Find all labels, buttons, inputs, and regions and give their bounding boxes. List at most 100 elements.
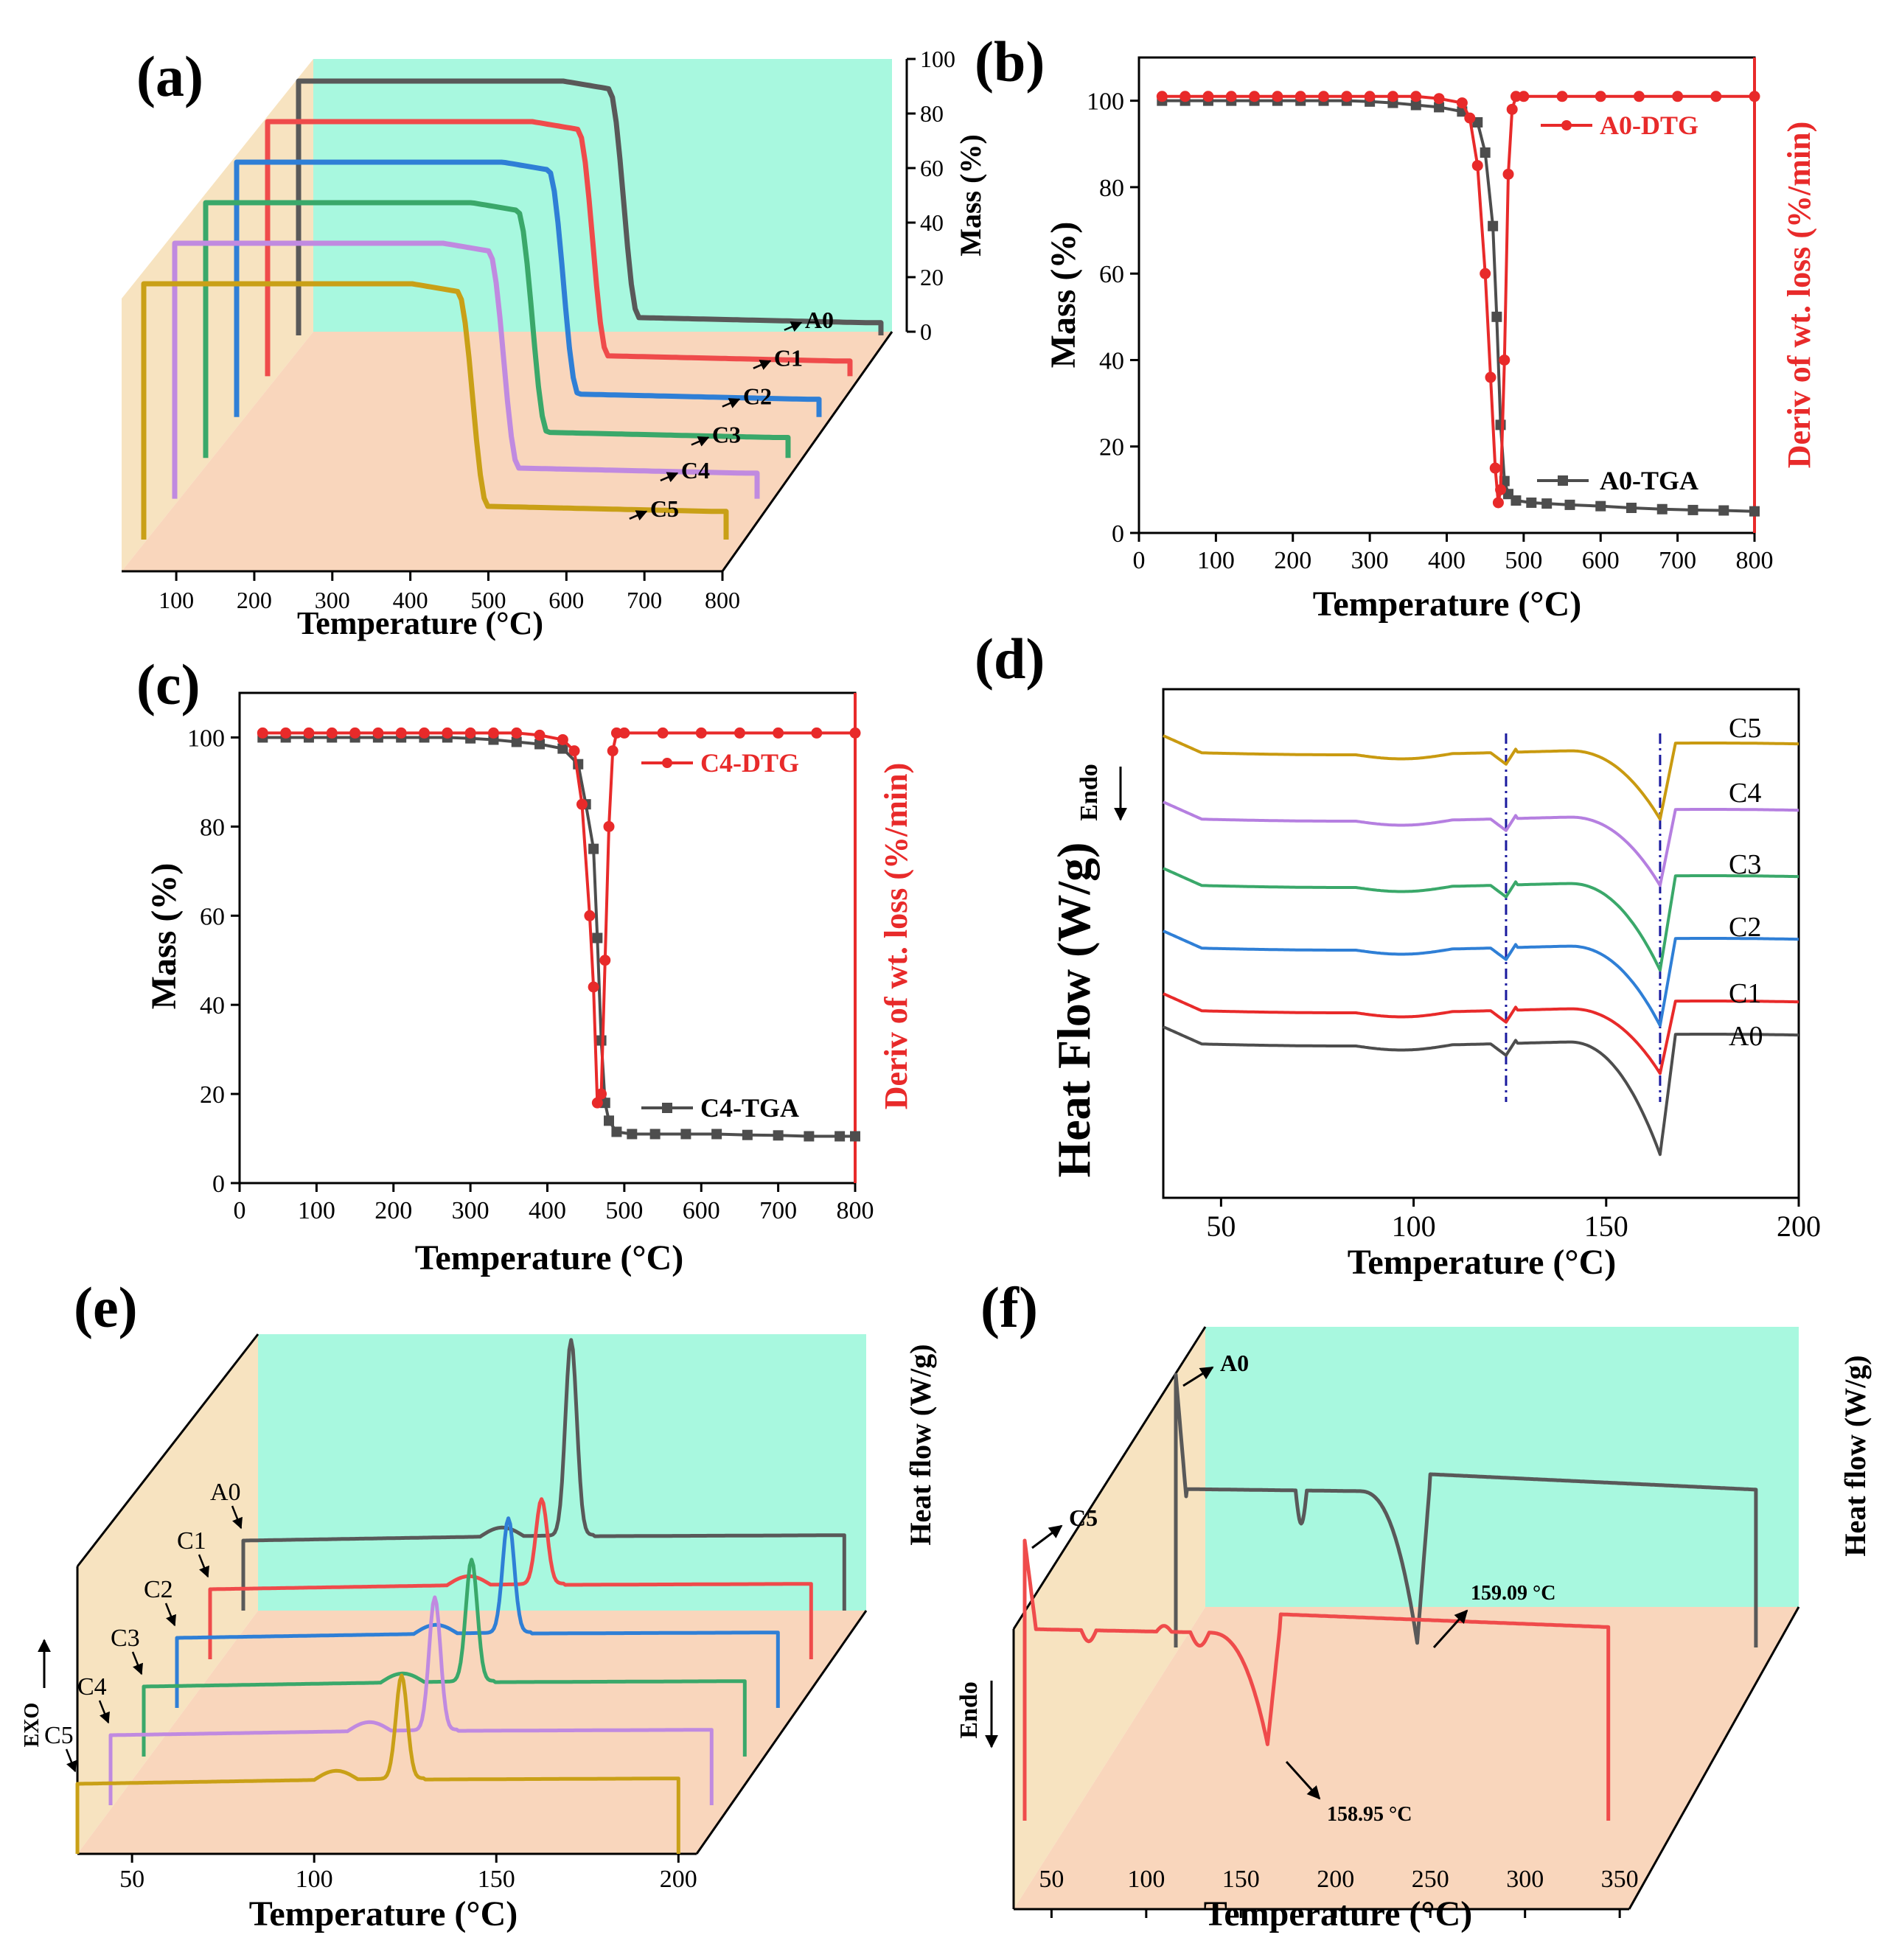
panel-b: 0 100 200 300 400 500 600 700 800 0 20 40 60 80 100 Te… — [975, 29, 1817, 624]
x-tick-label: 50 — [1206, 1210, 1236, 1243]
panel-c-y2-label: Deriv of wt. loss (%/min) — [878, 763, 914, 1110]
panel-f-z-label: Heat flow (W/g) — [1839, 1355, 1872, 1556]
series-label-a0: A0 — [805, 307, 834, 333]
x-tick-label: 700 — [1659, 547, 1696, 574]
panel-d-frame — [1162, 688, 1800, 1199]
x-tick-label: 50 — [1039, 1866, 1064, 1893]
series-c5-line — [141, 281, 729, 540]
panel-b-ticks: 0 100 200 300 400 500 600 700 800 0 20 40 60 80 100 — [1087, 88, 1774, 574]
panel-f-x-ticks: 50 100 150 200 250 300 350 — [1039, 1866, 1639, 1918]
data-point — [1433, 93, 1445, 105]
data-point — [592, 932, 603, 944]
y-tick-label: 100 — [1087, 88, 1124, 116]
panel-b-letter: (b) — [975, 29, 1045, 94]
data-point — [557, 743, 568, 754]
panel-a-letter: (a) — [136, 44, 203, 108]
data-point — [599, 1098, 610, 1109]
panel-d-series-labels: C5 C4 C3 C2 C1 A0 — [1729, 713, 1763, 1052]
panel-d-series — [1163, 733, 1799, 1157]
x-tick-label: 350 — [1601, 1866, 1639, 1893]
z-tick-label: 80 — [920, 100, 944, 127]
panel-a-x-ticks: 100 200 300 400 500 600 700 800 — [158, 571, 740, 613]
data-point — [557, 733, 568, 745]
series-label-a0: A0 — [1220, 1350, 1249, 1376]
data-point — [1595, 91, 1606, 102]
data-point — [1249, 91, 1261, 102]
data-point — [1656, 503, 1668, 515]
x-tick-label: 600 — [548, 587, 584, 613]
data-point — [1434, 102, 1445, 113]
data-point — [1749, 91, 1760, 102]
data-point — [303, 727, 315, 739]
x-tick-label: 100 — [1197, 547, 1235, 574]
data-point — [607, 745, 619, 757]
panel-c-letter: (c) — [136, 652, 201, 716]
legend-label: A0-DTG — [1600, 111, 1698, 140]
z-tick-label: 20 — [920, 264, 944, 290]
series-c4-line — [108, 1595, 714, 1805]
x-tick-label: 100 — [296, 1866, 333, 1893]
data-point — [1502, 168, 1514, 180]
data-point — [568, 745, 580, 757]
panel-f-left-wall — [1014, 1327, 1205, 1909]
series-c4-line — [172, 240, 760, 499]
panel-f: 50 100 150 200 250 300 350 A0 159.09 °C C5 158.95… — [955, 1275, 1872, 1933]
data-point — [1687, 504, 1698, 515]
panel-f-x-label: Temperature (°C) — [1204, 1894, 1472, 1933]
data-point — [1295, 91, 1306, 102]
y-tick-label: 0 — [212, 1171, 225, 1198]
series-label-c5: C5 — [1069, 1504, 1098, 1531]
x-tick-label: 400 — [1428, 547, 1466, 574]
x-tick-label: 700 — [759, 1197, 797, 1224]
series-label-arrow — [98, 1700, 110, 1724]
data-point — [1480, 147, 1491, 158]
data-point — [326, 727, 338, 739]
x-tick-label: 500 — [605, 1197, 643, 1224]
z-tick-label: 40 — [920, 209, 944, 236]
x-tick-label: 100 — [298, 1197, 335, 1224]
data-point — [604, 1115, 614, 1126]
legend-marker — [662, 758, 672, 768]
panel-e-x-label: Temperature (°C) — [249, 1894, 518, 1933]
panel-c-ticks: 0 100 200 300 400 500 600 700 800 0 20 40 60 80 100 — [187, 725, 874, 1224]
series-label-c1: C1 — [774, 345, 803, 372]
data-point — [1480, 268, 1491, 279]
data-point — [849, 727, 861, 739]
series-label-arrow — [660, 472, 679, 483]
y-tick-label: 60 — [1099, 261, 1124, 288]
data-point — [1526, 497, 1537, 508]
x-tick-label: 300 — [452, 1197, 489, 1224]
data-point — [1564, 499, 1575, 510]
panel-e-left-wall — [77, 1334, 258, 1854]
data-point — [1180, 91, 1191, 102]
peak-arrow — [1285, 1760, 1321, 1800]
z-tick-label: 60 — [920, 155, 944, 181]
panel-f-back-wall — [1205, 1327, 1799, 1607]
series-label-c1: C1 — [1729, 978, 1761, 1009]
data-point — [1510, 91, 1522, 102]
legend-marker — [1558, 475, 1568, 486]
data-point — [1541, 498, 1553, 509]
panel-c: 0 100 200 300 400 500 600 700 800 0 20 40 60 80 100 Te… — [136, 652, 914, 1277]
data-point — [464, 727, 476, 739]
panel-a-series — [141, 78, 884, 540]
series-c1-line — [265, 119, 853, 377]
series-label-c1: C1 — [177, 1527, 206, 1555]
panel-b-legend-tga: A0-TGA — [1537, 466, 1698, 495]
series-label-c5: C5 — [650, 495, 679, 522]
data-point — [610, 727, 622, 739]
data-point — [1489, 462, 1501, 474]
peak-label-c5: 158.95 °C — [1327, 1803, 1412, 1826]
series-a0-line — [241, 1338, 846, 1611]
x-tick-label: 250 — [1412, 1866, 1449, 1893]
data-point — [1492, 497, 1504, 509]
data-point — [1518, 91, 1530, 102]
series-label-c2: C2 — [1729, 912, 1761, 943]
x-tick-label: 100 — [1392, 1210, 1436, 1243]
series-label-arrow — [753, 360, 772, 370]
x-tick-label: 150 — [1584, 1210, 1628, 1243]
data-point — [584, 910, 596, 921]
data-point — [1749, 506, 1760, 517]
